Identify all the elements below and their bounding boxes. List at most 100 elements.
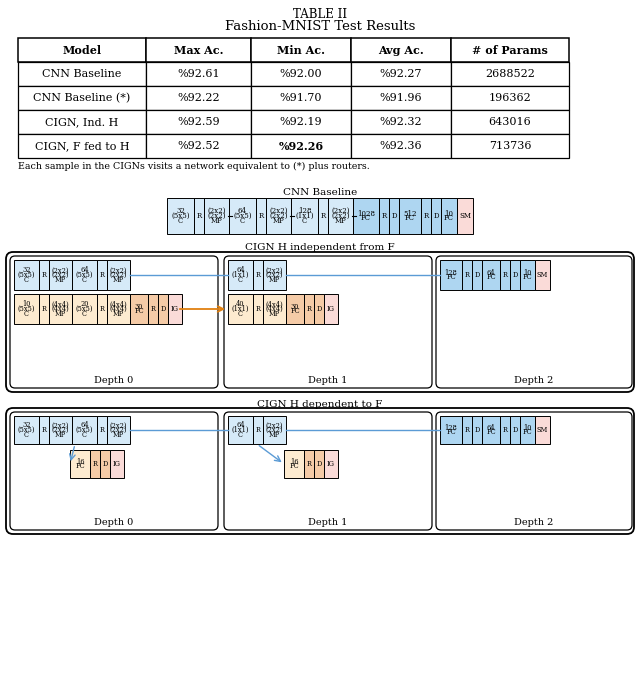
Bar [97,260,107,290]
Bar [263,416,286,444]
Bar [70,450,90,478]
Text: Depth 2: Depth 2 [515,376,554,385]
Bar [266,198,291,234]
Bar [72,416,97,444]
Bar [146,62,251,86]
Bar [97,416,107,444]
Text: CIGN, F fed to H: CIGN, F fed to H [35,141,129,151]
Bar [148,294,158,324]
Text: (2x2): (2x2) [52,426,69,434]
Text: (4x4): (4x4) [52,305,69,313]
Text: FC: FC [446,274,456,281]
Bar [146,86,251,110]
Text: C: C [24,430,29,438]
Text: (5x5): (5x5) [233,212,252,220]
Text: (2x2): (2x2) [207,212,226,220]
Text: C: C [240,217,245,225]
Text: R: R [99,271,104,279]
Text: 64: 64 [80,421,89,430]
Text: FC: FC [405,214,415,222]
Text: # of Params: # of Params [472,44,548,55]
Bar [100,450,110,478]
Bar [324,450,338,478]
Text: 64: 64 [238,207,247,215]
Text: D: D [433,212,439,220]
Text: MP: MP [113,310,124,317]
Text: Min Ac.: Min Ac. [277,44,325,55]
Text: (1x1): (1x1) [232,305,249,313]
Text: Fashion-MNIST Test Results: Fashion-MNIST Test Results [225,20,415,33]
Bar [389,198,399,234]
Text: (5x5): (5x5) [76,426,93,434]
Text: (2x2): (2x2) [266,267,284,274]
Bar [49,294,72,324]
Bar [251,134,351,158]
Text: MP: MP [55,276,66,284]
Bar [146,38,251,62]
Bar [107,294,130,324]
Text: (5x5): (5x5) [18,305,35,313]
Bar [472,260,482,290]
Text: 128: 128 [445,423,458,432]
Bar [97,294,107,324]
Text: (5x5): (5x5) [18,426,35,434]
Bar [451,38,569,62]
Bar [318,198,328,234]
Text: MP: MP [113,430,124,438]
Bar [263,260,286,290]
Bar [304,450,314,478]
Text: 128: 128 [298,207,311,215]
Text: 128: 128 [445,269,458,277]
Text: (5x5): (5x5) [76,271,93,279]
Bar [263,294,286,324]
Text: 10: 10 [22,300,31,308]
Bar [399,198,421,234]
Text: 16: 16 [76,458,84,466]
Bar [228,416,253,444]
Bar [314,294,324,324]
Bar [18,38,146,62]
Bar [107,260,130,290]
Text: 196362: 196362 [488,93,531,103]
Text: (2x2): (2x2) [52,271,69,279]
Bar [421,198,431,234]
Bar [229,198,256,234]
Text: D: D [474,271,480,279]
Text: %91.96: %91.96 [380,93,422,103]
Text: IG: IG [171,305,179,313]
Bar [253,416,263,444]
Text: 30: 30 [291,303,299,311]
Bar [324,294,338,324]
Bar [49,260,72,290]
Bar [482,416,500,444]
Text: (2x2): (2x2) [269,212,288,220]
Text: R: R [42,426,47,434]
Text: FC: FC [523,428,532,436]
Bar [72,260,97,290]
Text: %91.70: %91.70 [280,93,323,103]
Text: CIGN H dependent to F: CIGN H dependent to F [257,400,383,409]
Bar [251,38,351,62]
Text: C: C [238,276,243,284]
Text: IG: IG [113,460,121,468]
Bar [256,198,266,234]
Text: C: C [238,310,243,317]
Bar [14,294,39,324]
Bar [18,134,146,158]
Bar [351,134,451,158]
Bar [291,198,318,234]
Text: C: C [178,217,183,225]
Bar [440,416,462,444]
Text: %92.52: %92.52 [177,141,220,151]
Text: D: D [512,271,518,279]
Bar [510,260,520,290]
Text: R: R [255,305,260,313]
Text: (2x2): (2x2) [52,267,69,274]
Bar [14,416,39,444]
Bar [253,260,263,290]
Text: (1x1): (1x1) [232,271,249,279]
Text: MP: MP [55,310,66,317]
Bar [39,294,49,324]
Text: %92.19: %92.19 [280,117,323,127]
Bar [328,198,353,234]
